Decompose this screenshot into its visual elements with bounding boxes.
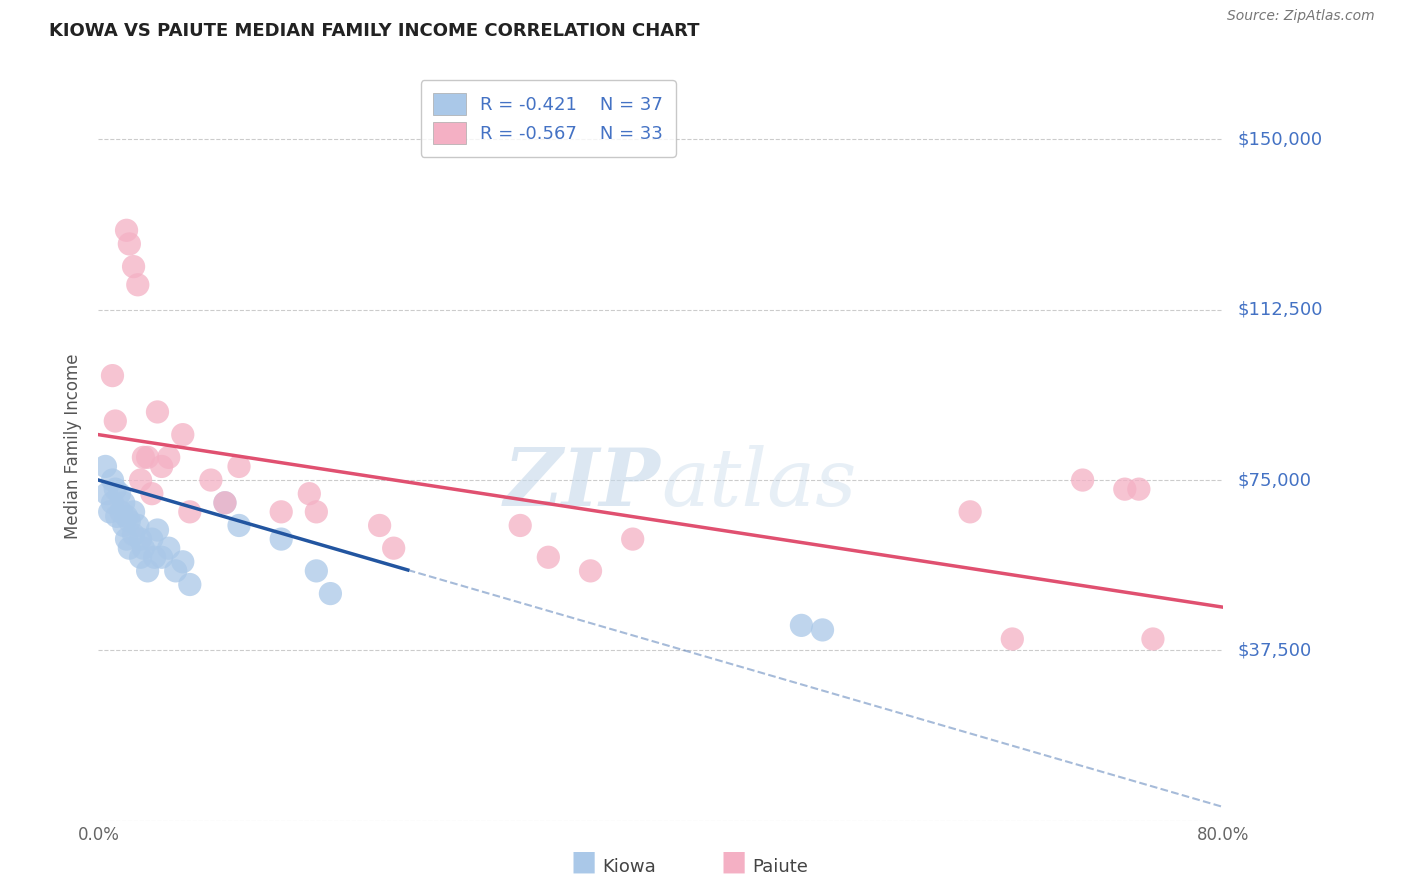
Point [98, 505, 121, 519]
Point [129, 473, 152, 487]
Point [112, 518, 135, 533]
Text: KIOWA VS PAIUTE MEDIAN FAMILY INCOME CORRELATION CHART: KIOWA VS PAIUTE MEDIAN FAMILY INCOME COR… [49, 22, 700, 40]
Point [132, 541, 155, 556]
Point [122, 260, 145, 274]
Point [118, 541, 141, 556]
Point [368, 518, 391, 533]
Point [382, 541, 405, 556]
Point [959, 505, 981, 519]
Point [214, 496, 236, 510]
Text: ■: ■ [721, 848, 747, 876]
Point [118, 236, 141, 251]
Text: $150,000: $150,000 [1237, 130, 1322, 148]
Point [141, 486, 163, 500]
Text: ZIP: ZIP [503, 445, 661, 522]
Point [1071, 473, 1094, 487]
Point [101, 368, 124, 383]
Point [214, 496, 236, 510]
Point [270, 505, 292, 519]
Point [150, 550, 173, 565]
Point [94, 459, 117, 474]
Text: atlas: atlas [661, 445, 856, 522]
Point [509, 518, 531, 533]
Point [172, 555, 194, 569]
Legend: R = -0.421    N = 37, R = -0.567    N = 33: R = -0.421 N = 37, R = -0.567 N = 33 [420, 80, 676, 157]
Point [115, 223, 138, 237]
Point [621, 532, 644, 546]
Point [112, 496, 135, 510]
Point [1001, 632, 1024, 646]
Point [122, 505, 145, 519]
Point [101, 496, 124, 510]
Point [165, 564, 187, 578]
Text: $112,500: $112,500 [1237, 301, 1323, 318]
Point [115, 509, 138, 524]
Text: Source: ZipAtlas.com: Source: ZipAtlas.com [1227, 9, 1375, 23]
Point [200, 473, 222, 487]
Point [1114, 482, 1136, 496]
Point [305, 505, 328, 519]
Text: $75,000: $75,000 [1237, 471, 1312, 489]
Point [136, 450, 159, 465]
Point [811, 623, 834, 637]
Text: Kiowa: Kiowa [602, 858, 655, 876]
Point [96, 486, 118, 500]
Text: ■: ■ [571, 848, 596, 876]
Point [150, 459, 173, 474]
Point [319, 586, 342, 600]
Text: $37,500: $37,500 [1237, 641, 1312, 659]
Point [1128, 482, 1150, 496]
Point [228, 518, 250, 533]
Point [305, 564, 328, 578]
Point [104, 414, 127, 428]
Point [179, 505, 201, 519]
Point [1142, 632, 1164, 646]
Point [579, 564, 602, 578]
Point [108, 486, 131, 500]
Point [172, 427, 194, 442]
Point [136, 564, 159, 578]
Point [143, 550, 166, 565]
Point [790, 618, 813, 632]
Point [157, 541, 180, 556]
Point [127, 277, 149, 292]
Point [129, 550, 152, 565]
Point [537, 550, 560, 565]
Point [129, 532, 152, 546]
Point [132, 450, 155, 465]
Point [115, 532, 138, 546]
Point [104, 482, 127, 496]
Point [110, 505, 132, 519]
Text: Paiute: Paiute [752, 858, 808, 876]
Point [146, 405, 169, 419]
Point [118, 514, 141, 528]
Point [270, 532, 292, 546]
Point [105, 509, 128, 524]
Point [157, 450, 180, 465]
Point [127, 518, 149, 533]
Point [179, 577, 201, 591]
Y-axis label: Median Family Income: Median Family Income [65, 353, 83, 539]
Point [141, 532, 163, 546]
Point [146, 523, 169, 537]
Point [298, 486, 321, 500]
Point [101, 473, 124, 487]
Point [122, 527, 145, 541]
Point [228, 459, 250, 474]
